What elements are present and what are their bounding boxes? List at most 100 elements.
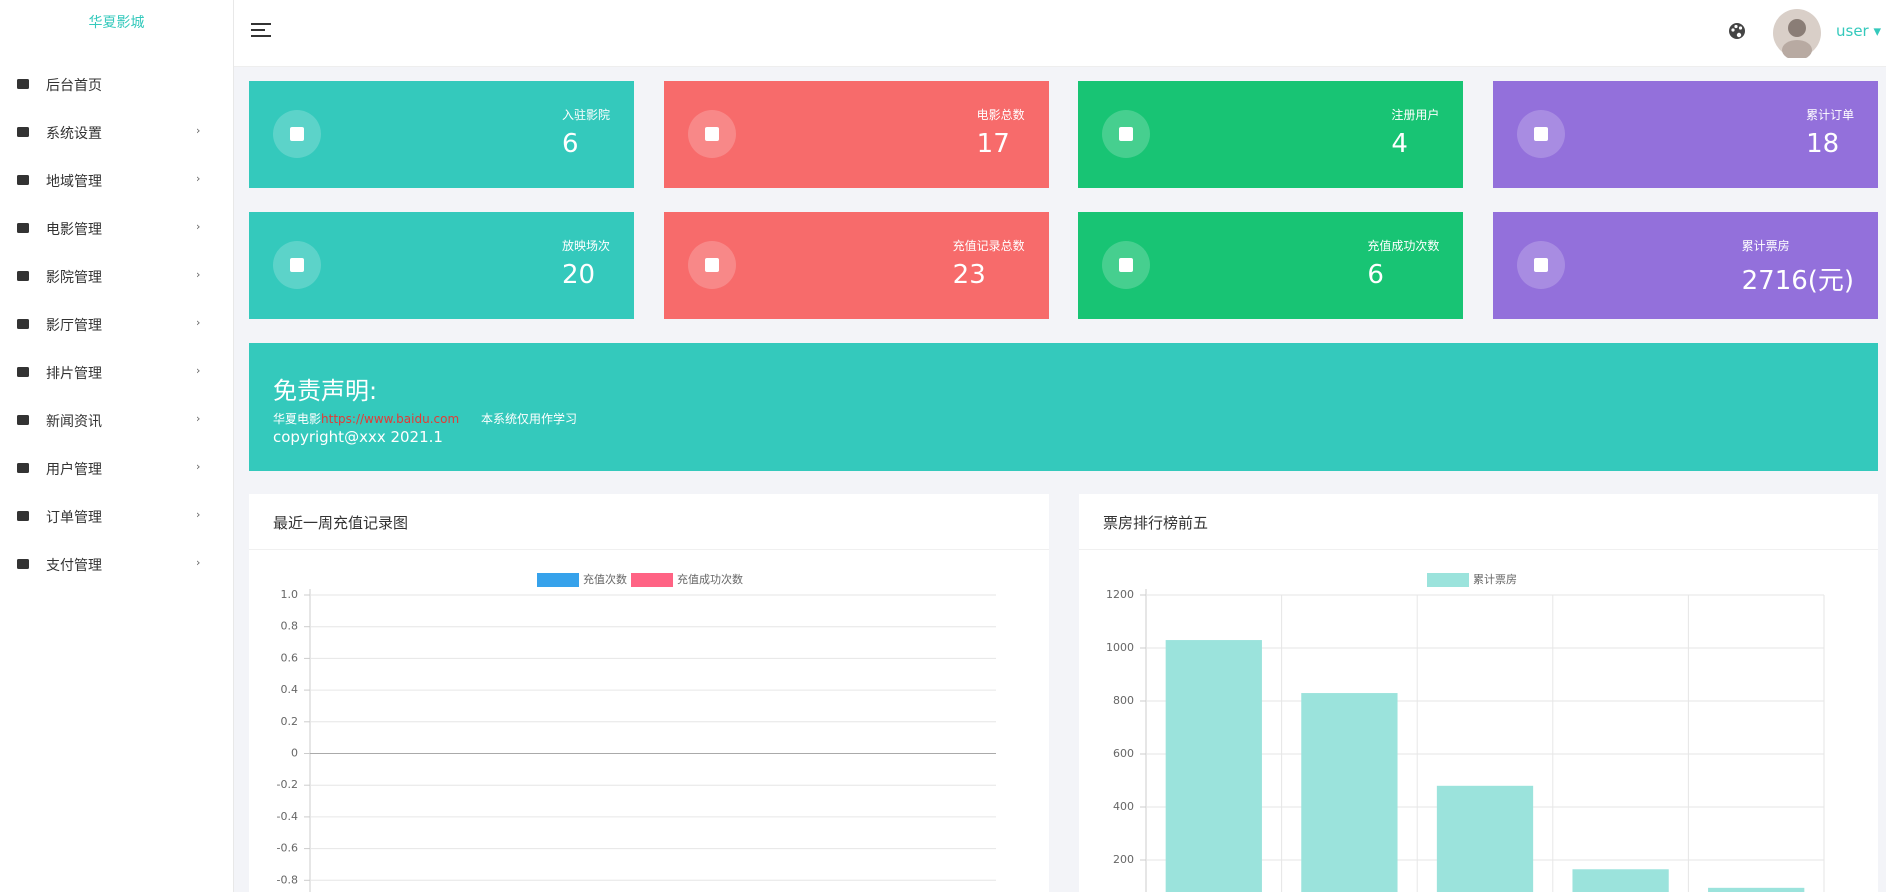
stat-card: 注册用户 4	[1078, 81, 1464, 188]
menu-label[interactable]: 地域管理	[46, 174, 102, 190]
panel-title: 票房排行榜前五	[1103, 514, 1209, 532]
card-info: 累计票房 2716(元)	[1742, 237, 1854, 297]
menu-item[interactable]: 用户管理 ›	[0, 448, 233, 488]
menu-item[interactable]: 影厅管理 ›	[0, 304, 233, 344]
menu-item[interactable]: 地域管理 ›	[0, 160, 233, 200]
menu-icon	[17, 463, 29, 473]
card-info: 累计订单 18	[1806, 106, 1854, 159]
card-icon	[687, 110, 736, 158]
menu-icon	[17, 319, 29, 329]
chevron: ›	[196, 268, 201, 281]
card-info: 电影总数 17	[977, 106, 1025, 159]
card-icon	[273, 241, 321, 289]
chart-panel: 最近一周充值记录图	[249, 494, 1049, 892]
stat-value: 23	[952, 260, 986, 290]
chevron: ›	[196, 220, 201, 233]
stat-label: 入驻影院	[561, 108, 610, 122]
stat-card: 累计订单 18	[1493, 81, 1879, 188]
card-info: 放映场次 20	[562, 237, 610, 290]
menu-label[interactable]: 新闻资讯	[46, 414, 102, 430]
menu-item[interactable]: 系统设置 ›	[0, 112, 233, 152]
menu-label[interactable]: 电影管理	[46, 222, 102, 238]
header: user ▾	[234, 0, 1886, 67]
chevron: ›	[196, 172, 201, 185]
card-icon	[1102, 110, 1151, 158]
menu-icon	[17, 79, 29, 89]
menu-item[interactable]: 电影管理 ›	[0, 208, 233, 248]
site-url[interactable]: https://www.baidu.com	[321, 412, 460, 426]
stat-label: 电影总数	[976, 108, 1025, 122]
chevron: ›	[196, 364, 201, 377]
chevron: ›	[196, 508, 201, 521]
card-icon	[1102, 241, 1151, 289]
menu-icon	[17, 175, 29, 185]
menu-icon	[17, 271, 29, 281]
user-name[interactable]: user	[1836, 22, 1869, 40]
menu-label[interactable]: 影院管理	[46, 270, 102, 286]
stat-label: 累计票房	[1741, 239, 1790, 253]
sidebar: 华夏影城 后台首页 系统设置 › 地域管理 › 电影管理 › 影院管理 › 影厅管理 › 排片管理 › 新…	[0, 0, 234, 892]
stat-value: 4	[1391, 129, 1408, 159]
stat-value: 17	[976, 129, 1010, 159]
stat-value: 2716(元)	[1741, 266, 1855, 296]
disclaimer-title: 免责声明:	[273, 377, 378, 405]
menu-item[interactable]: 支付管理 ›	[0, 544, 233, 584]
avatar[interactable]	[1772, 8, 1822, 58]
menu-toggle[interactable]	[251, 22, 273, 40]
menu-label[interactable]: 支付管理	[46, 558, 102, 574]
stat-card: 电影总数 17	[663, 81, 1049, 188]
menu-label[interactable]: 订单管理	[46, 510, 102, 526]
disclaimer: 免责声明: 华夏电影https://www.baidu.com 本系统仅用作学习…	[249, 343, 1878, 471]
menu-icon	[17, 127, 29, 137]
card-icon	[687, 241, 736, 289]
panel-title: 最近一周充值记录图	[273, 514, 409, 532]
stat-card: 累计票房 2716(元)	[1493, 212, 1879, 319]
menu-icon	[17, 223, 29, 233]
stat-value: 6	[1367, 260, 1384, 290]
chart-panel: 票房排行榜前五	[1079, 494, 1878, 892]
menu-label[interactable]: 后台首页	[46, 78, 102, 94]
logo[interactable]: 华夏影城	[88, 15, 145, 31]
stat-label: 累计订单	[1806, 108, 1855, 122]
chevron: ›	[196, 124, 201, 137]
card-icon	[1517, 241, 1566, 289]
card-info: 注册用户 4	[1391, 106, 1439, 159]
stat-value: 18	[1806, 129, 1840, 159]
menu-icon	[17, 415, 29, 425]
chevron: ›	[196, 412, 201, 425]
menu-item[interactable]: 订单管理 ›	[0, 496, 233, 536]
stat-card: 放映场次 20	[249, 212, 634, 319]
stat-value: 6	[561, 129, 579, 159]
site-name: 华夏电影	[273, 412, 322, 426]
stat-card: 入驻影院 6	[249, 81, 634, 188]
menu-icon	[17, 511, 29, 521]
theme-icon[interactable]	[1728, 22, 1746, 40]
stat-label: 充值成功次数	[1367, 239, 1440, 253]
menu-item[interactable]: 排片管理 ›	[0, 352, 233, 392]
menu-item[interactable]: 新闻资讯 ›	[0, 400, 233, 440]
menu-label[interactable]: 排片管理	[46, 366, 102, 382]
card-info: 入驻影院 6	[562, 106, 610, 159]
menu-icon	[17, 367, 29, 377]
menu-label[interactable]: 影厅管理	[46, 318, 102, 334]
user-menu[interactable]: user ▾	[1836, 22, 1882, 40]
menu-label[interactable]: 系统设置	[46, 126, 102, 142]
note: 本系统仅用作学习	[480, 412, 577, 426]
stat-label: 充值记录总数	[952, 239, 1025, 253]
menu-icon	[17, 559, 29, 569]
stat-card: 充值记录总数 23	[663, 212, 1049, 319]
copyright: copyright@xxx 2021.1	[273, 428, 443, 446]
menu-item[interactable]: 影院管理 ›	[0, 256, 233, 296]
chevron: ›	[196, 460, 201, 473]
card-info: 充值记录总数 23	[953, 237, 1025, 290]
chevron: ›	[196, 556, 201, 569]
card-info: 充值成功次数 6	[1367, 237, 1439, 290]
stat-value: 20	[561, 260, 596, 290]
card-icon	[273, 110, 321, 158]
menu-label[interactable]: 用户管理	[46, 462, 102, 478]
card-icon	[1517, 110, 1566, 158]
menu-item[interactable]: 后台首页	[0, 64, 233, 104]
chevron: ›	[196, 316, 201, 329]
stat-label: 放映场次	[561, 239, 610, 253]
